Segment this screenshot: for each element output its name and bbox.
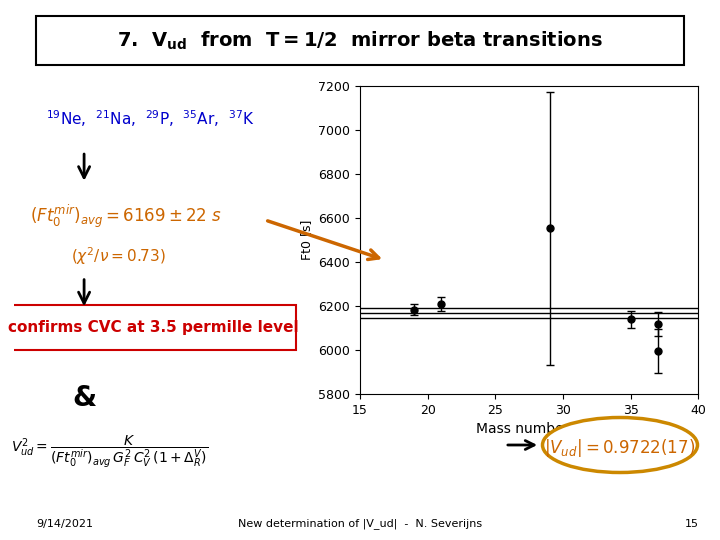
Y-axis label: Ft0 [s]: Ft0 [s] (300, 220, 312, 260)
Text: $(Ft_0^{mir})_{avg} = 6169 \pm 22$ s: $(Ft_0^{mir})_{avg} = 6169 \pm 22$ s (30, 202, 222, 230)
FancyBboxPatch shape (36, 16, 684, 65)
Text: $V_{ud}^2 = \dfrac{K}{(Ft_0^{mir})_{avg}\, G_F^2\, C_V^2\, (1+\Delta_R^V)}$: $V_{ud}^2 = \dfrac{K}{(Ft_0^{mir})_{avg}… (11, 433, 208, 469)
Text: $^{19}$Ne,  $^{21}$Na,  $^{29}$P,  $^{35}$Ar,  $^{37}$K: $^{19}$Ne, $^{21}$Na, $^{29}$P, $^{35}$A… (46, 109, 255, 129)
Text: 7.  $\mathbf{V_{ud}}$  from  $\mathbf{T = 1/2}$  mirror beta transitions: 7. $\mathbf{V_{ud}}$ from $\mathbf{T = 1… (117, 29, 603, 52)
Ellipse shape (542, 417, 698, 472)
Text: 15: 15 (685, 519, 698, 529)
Text: &: & (72, 384, 96, 412)
Text: 9/14/2021: 9/14/2021 (36, 519, 93, 529)
Text: $|V_{ud}| = 0.9722(17)$: $|V_{ud}| = 0.9722(17)$ (544, 437, 696, 459)
X-axis label: Mass number A: Mass number A (476, 422, 582, 436)
Text: New determination of |V_ud|  -  N. Severijns: New determination of |V_ud| - N. Severij… (238, 518, 482, 529)
Text: confirms CVC at 3.5 permille level: confirms CVC at 3.5 permille level (9, 320, 299, 335)
Text: $(\chi^2/\nu = 0.73)$: $(\chi^2/\nu = 0.73)$ (71, 246, 166, 267)
FancyBboxPatch shape (12, 305, 297, 350)
